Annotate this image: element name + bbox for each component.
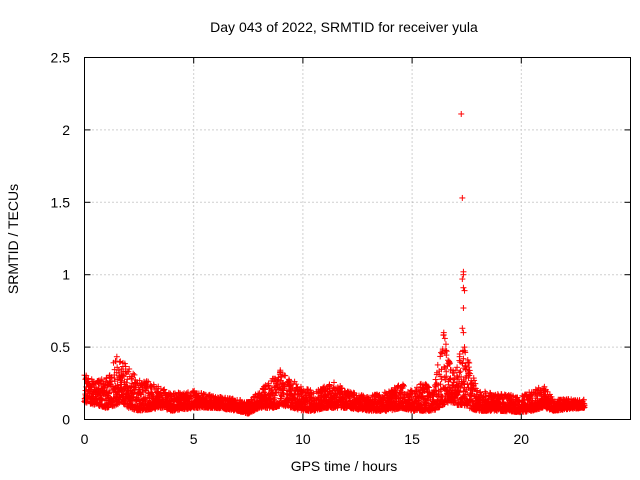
- data-point: [191, 387, 198, 394]
- data-point: [454, 364, 461, 371]
- data-point: [460, 305, 467, 312]
- data-point: [432, 376, 439, 383]
- data-point: [145, 378, 152, 385]
- data-point: [113, 353, 120, 360]
- data-point: [116, 359, 123, 366]
- data-point: [126, 384, 133, 391]
- data-point: [442, 341, 449, 348]
- data-point: [119, 373, 126, 380]
- data-point: [125, 368, 132, 375]
- data-point: [460, 284, 467, 291]
- data-point: [101, 385, 108, 392]
- x-axis-label: GPS time / hours: [291, 458, 398, 474]
- y-tick-label: 1: [62, 267, 70, 283]
- x-tick-label: 5: [190, 431, 198, 447]
- data-point: [122, 363, 129, 370]
- data-point: [461, 344, 468, 351]
- y-tick-label: 0.5: [51, 339, 71, 355]
- x-tick-label: 10: [295, 431, 311, 447]
- data-point: [441, 335, 448, 342]
- data-point: [136, 377, 143, 384]
- data-point: [106, 390, 113, 397]
- data-point: [126, 365, 133, 372]
- y-tick-label: 2: [62, 122, 70, 138]
- points-layer: [81, 110, 588, 417]
- y-axis-label: SRMTID / TECUs: [5, 184, 21, 294]
- x-tick-label: 15: [404, 431, 420, 447]
- data-point: [459, 194, 466, 201]
- data-point: [461, 287, 468, 294]
- y-tick-label: 1.5: [51, 194, 71, 210]
- y-tick-label: 2.5: [51, 50, 71, 66]
- data-point: [121, 360, 128, 367]
- data-point: [458, 110, 465, 117]
- grid-layer: [84, 57, 631, 420]
- y-tick-label: 0: [62, 412, 70, 428]
- data-point: [459, 325, 466, 332]
- data-point: [131, 371, 138, 378]
- data-point: [124, 376, 131, 383]
- data-point: [482, 388, 489, 395]
- data-point: [111, 378, 118, 385]
- chart-title: Day 043 of 2022, SRMTID for receiver yul…: [210, 19, 478, 35]
- data-point: [460, 271, 467, 278]
- data-point: [459, 276, 466, 283]
- data-point: [114, 382, 121, 389]
- data-point: [143, 378, 150, 385]
- data-point: [123, 379, 130, 386]
- x-tick-label: 20: [514, 431, 530, 447]
- data-point: [466, 359, 473, 366]
- data-point: [185, 389, 192, 396]
- data-point: [98, 376, 105, 383]
- x-tick-label: 0: [81, 431, 89, 447]
- data-point: [460, 329, 467, 336]
- data-point: [130, 370, 137, 377]
- plot-frame: [84, 57, 631, 420]
- data-point: [434, 361, 441, 368]
- data-point: [99, 396, 106, 403]
